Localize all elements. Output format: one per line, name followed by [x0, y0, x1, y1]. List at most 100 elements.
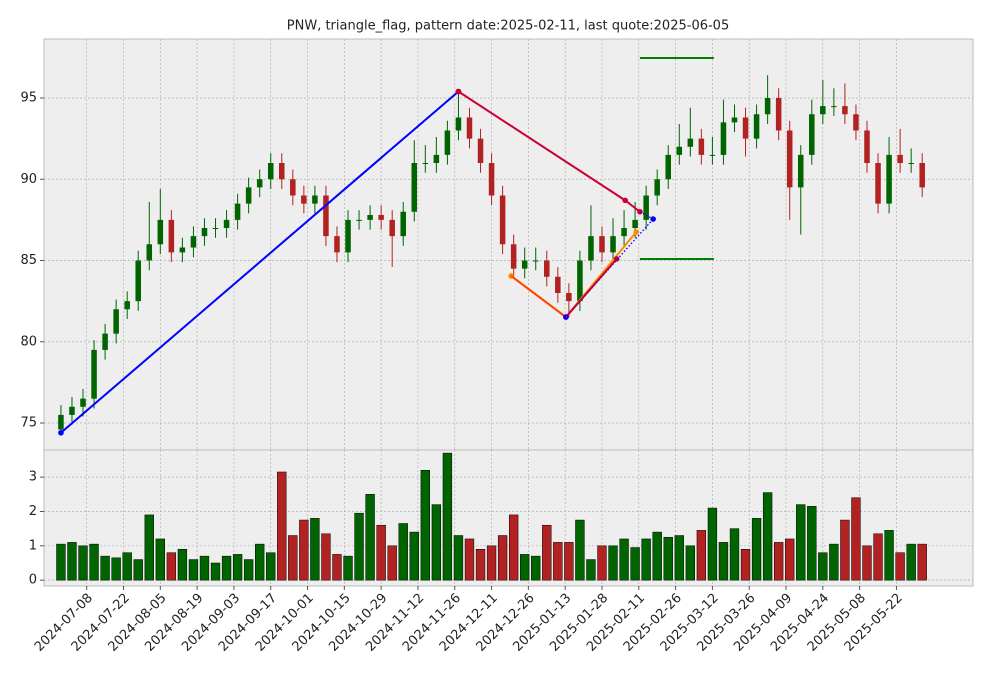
volume-bar	[508, 514, 519, 581]
y-tick-label: 95	[20, 90, 37, 105]
candle-body	[477, 138, 484, 163]
candle-body	[665, 154, 672, 180]
candle-body	[201, 228, 208, 237]
candle-body	[301, 195, 307, 204]
volume-bar	[376, 524, 386, 581]
candle-body	[367, 215, 373, 220]
candle-body	[610, 236, 616, 253]
candle-body	[488, 162, 495, 196]
volume-bar	[475, 549, 486, 581]
volume-bar	[188, 559, 199, 581]
candle-body	[588, 236, 594, 261]
volume-bar	[873, 533, 883, 581]
candle-body	[643, 195, 649, 220]
candle-body	[599, 236, 605, 253]
candle-body	[466, 117, 473, 139]
volume-bar	[608, 545, 618, 581]
price-panel	[43, 38, 974, 451]
volume-bar	[266, 552, 276, 581]
candle-body	[864, 130, 870, 163]
volume-bar	[542, 524, 552, 581]
candle-body	[632, 219, 638, 229]
candle-body	[113, 309, 119, 334]
pattern-point	[58, 429, 64, 436]
candle-body	[267, 162, 274, 180]
candle-body	[886, 154, 892, 204]
volume-bar	[740, 549, 751, 581]
volume-bar	[67, 542, 77, 581]
candle-body	[731, 117, 738, 123]
volume-bar	[862, 545, 872, 581]
volume-bar	[762, 492, 773, 581]
volume-bar	[453, 535, 464, 581]
candle-body	[135, 260, 141, 302]
candle-body	[157, 219, 164, 245]
candle-body	[69, 406, 75, 415]
candle-body	[58, 414, 64, 430]
candle-body	[433, 154, 440, 163]
volume-bar	[718, 542, 729, 581]
volume-bar	[586, 559, 596, 581]
candle-body	[345, 219, 351, 253]
candle-body	[676, 146, 683, 155]
pattern-point	[622, 197, 628, 204]
volume-bar	[166, 552, 177, 581]
volume-bar	[531, 555, 541, 581]
volume-bar	[221, 555, 232, 581]
volume-tick-label: 0	[29, 573, 37, 588]
candle-body	[234, 203, 241, 220]
candle-body	[124, 301, 130, 310]
candle-body	[146, 244, 153, 261]
y-tick-label: 80	[20, 334, 37, 349]
candle-body	[102, 333, 108, 350]
candle-body	[875, 162, 881, 204]
volume-bar	[696, 530, 707, 581]
volume-bar	[255, 543, 265, 581]
candle-body	[709, 154, 716, 156]
candle-body	[544, 260, 550, 277]
candle-body	[223, 219, 230, 229]
candle-body	[831, 106, 837, 108]
volume-tick-label: 1	[29, 538, 37, 553]
candle-body	[654, 179, 660, 196]
volume-bar	[674, 535, 684, 581]
volume-bar	[343, 555, 353, 581]
volume-bar	[729, 528, 740, 581]
volume-bar	[288, 535, 298, 581]
candle-body	[356, 219, 362, 221]
candle-body	[91, 349, 97, 399]
volume-bar	[232, 554, 243, 581]
volume-bar	[409, 531, 419, 581]
candle-body	[720, 122, 727, 155]
volume-bar	[785, 538, 795, 581]
volume-bar	[133, 559, 143, 581]
volume-bar	[663, 536, 673, 581]
volume-bar	[818, 552, 828, 581]
candle-body	[809, 114, 815, 155]
volume-bar	[122, 552, 132, 581]
candle-body	[555, 276, 561, 294]
y-tick-label: 75	[20, 416, 37, 431]
candle-body	[786, 130, 793, 188]
volume-bar	[564, 542, 574, 581]
candle-body	[422, 162, 429, 164]
volume-bar	[851, 497, 861, 581]
pattern-line	[60, 90, 460, 434]
volume-bar	[829, 543, 839, 581]
candle-body	[80, 398, 86, 407]
volume-bar	[332, 554, 342, 581]
volume-bar	[751, 518, 762, 581]
volume-bar	[464, 538, 475, 581]
candle-body	[908, 162, 914, 164]
candle-body	[853, 114, 859, 131]
volume-bar	[442, 452, 453, 581]
pattern-point	[455, 88, 462, 95]
candle-body	[687, 138, 694, 147]
candle-body	[742, 117, 749, 139]
volume-bar	[619, 538, 629, 581]
volume-bar	[431, 504, 442, 581]
candle-body	[323, 195, 329, 237]
volume-bar	[575, 519, 585, 581]
volume-bar	[199, 555, 210, 581]
